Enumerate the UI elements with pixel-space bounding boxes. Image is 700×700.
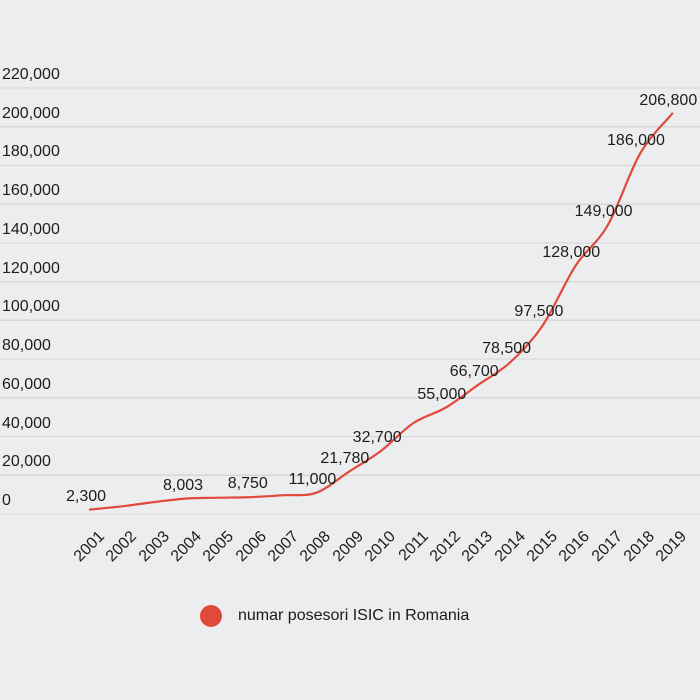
- legend-marker-icon: [200, 605, 222, 627]
- data-label: 8,750: [227, 475, 268, 493]
- y-axis-tick-label: 60,000: [2, 375, 51, 393]
- y-axis-tick-label: 100,000: [2, 298, 60, 316]
- data-label: 32,700: [352, 428, 402, 446]
- data-label: 55,000: [417, 385, 467, 403]
- data-label: 8,003: [163, 476, 204, 494]
- y-axis-tick-label: 0: [2, 492, 11, 509]
- data-label: 97,500: [514, 303, 564, 321]
- y-axis-tick-label: 180,000: [2, 143, 60, 161]
- data-label: 2,300: [65, 487, 107, 505]
- y-axis-tick-label: 200,000: [2, 104, 60, 122]
- y-axis-tick-label: 20,000: [2, 453, 51, 471]
- data-label: 128,000: [542, 244, 601, 262]
- y-axis-tick-label: 40,000: [2, 414, 51, 432]
- y-axis-tick-label: 220,000: [2, 66, 60, 83]
- data-label: 186,000: [607, 131, 665, 149]
- data-label: 78,500: [482, 339, 532, 357]
- y-axis-tick-label: 80,000: [2, 337, 51, 355]
- legend-label: numar posesori ISIC in Romania: [238, 607, 470, 624]
- legend[interactable]: numar posesori ISIC in Romania: [200, 604, 469, 628]
- data-label: 11,000: [288, 470, 337, 488]
- series-line: [88, 112, 674, 511]
- y-axis-tick-label: 160,000: [2, 182, 60, 200]
- data-label: 21,780: [320, 449, 370, 467]
- data-label: 149,000: [574, 203, 633, 221]
- data-label: 66,700: [449, 362, 499, 380]
- data-label: 206,800: [639, 91, 698, 109]
- y-axis-tick-label: 140,000: [2, 220, 60, 238]
- y-axis-tick-label: 120,000: [2, 259, 60, 277]
